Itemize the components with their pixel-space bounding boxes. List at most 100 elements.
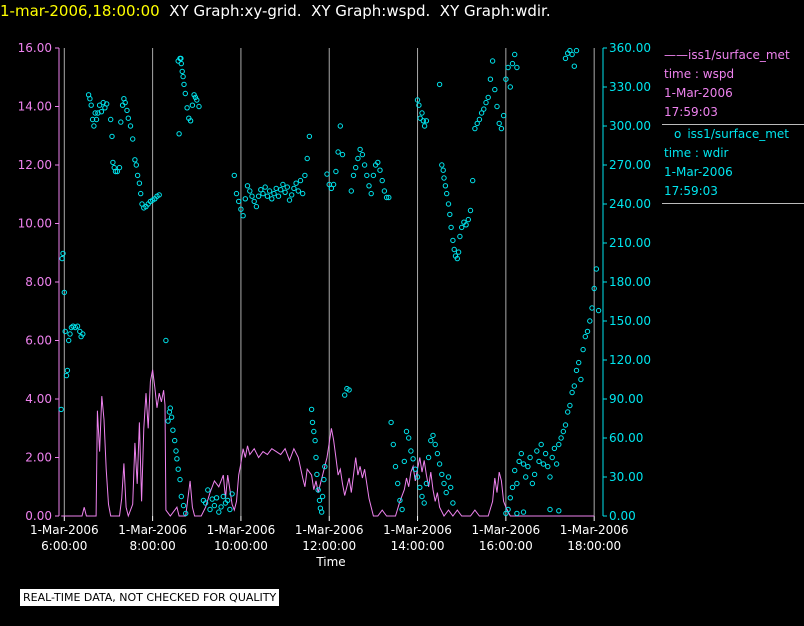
wdir-point bbox=[459, 224, 465, 231]
wdir-point bbox=[379, 177, 385, 184]
wdir-point bbox=[421, 123, 428, 129]
wdir-point bbox=[191, 92, 197, 98]
wdir-point bbox=[178, 55, 184, 62]
wdir-point bbox=[87, 96, 93, 102]
wdir-point bbox=[220, 493, 227, 500]
wdir-point bbox=[364, 172, 370, 179]
wdir-point bbox=[558, 435, 564, 441]
wdir-point bbox=[567, 47, 573, 54]
wdir-point bbox=[485, 94, 491, 101]
wdir-point bbox=[410, 456, 416, 462]
wdir-point bbox=[512, 467, 518, 474]
left-tick-label-4: 8.00 bbox=[25, 275, 52, 289]
wdir-point bbox=[551, 445, 558, 452]
wdir-point bbox=[236, 198, 242, 205]
wdir-point bbox=[136, 180, 143, 186]
wdir-point bbox=[96, 102, 103, 108]
wdir-point bbox=[156, 192, 162, 198]
wdir-point bbox=[454, 255, 460, 262]
wdir-point bbox=[278, 187, 284, 193]
wdir-point bbox=[443, 489, 449, 496]
wdir-point bbox=[293, 180, 299, 186]
wdir-point bbox=[423, 480, 430, 487]
legend-wdir-time: 17:59:03 bbox=[664, 184, 718, 198]
wdir-point bbox=[337, 123, 343, 129]
wdir-point bbox=[399, 506, 405, 513]
wdir-point bbox=[112, 168, 119, 175]
wdir-point bbox=[205, 487, 211, 493]
wdir-point bbox=[569, 389, 575, 396]
wdir-point bbox=[266, 188, 273, 194]
wdir-point bbox=[104, 101, 110, 107]
wdir-point bbox=[434, 450, 441, 457]
legend-wspd-date: 1-Mar-2006 bbox=[664, 86, 733, 100]
wdir-point bbox=[474, 120, 480, 127]
right-tick-label-2: 60.00 bbox=[609, 431, 643, 445]
wdir-point bbox=[445, 201, 452, 207]
wdir-point bbox=[109, 133, 115, 140]
right-tick-label-11: 330.00 bbox=[609, 80, 651, 94]
legend-wspd-time: 17:59:03 bbox=[664, 105, 718, 119]
wdir-point bbox=[319, 509, 325, 515]
wdir-point bbox=[238, 206, 244, 212]
left-tick-label-2: 4.00 bbox=[25, 392, 52, 406]
legend-wdir-date: 1-Mar-2006 bbox=[664, 165, 733, 179]
wdir-point bbox=[231, 172, 238, 179]
wdir-point bbox=[225, 497, 231, 504]
wdir-point bbox=[247, 188, 253, 194]
wdir-point bbox=[416, 102, 422, 108]
x-tick-time-2: 10:00:00 bbox=[214, 539, 268, 553]
wdir-point bbox=[567, 402, 573, 409]
wdir-point bbox=[591, 285, 597, 292]
wdir-point bbox=[175, 466, 181, 472]
wdir-point bbox=[503, 510, 509, 517]
wdir-point bbox=[439, 162, 445, 168]
right-tick-label-7: 210.00 bbox=[609, 236, 651, 250]
wdir-point bbox=[242, 196, 249, 202]
wdir-point bbox=[342, 392, 348, 398]
wdir-point bbox=[408, 448, 414, 454]
wspd-line bbox=[61, 369, 595, 518]
wdir-point bbox=[88, 102, 94, 108]
wdir-point bbox=[450, 237, 456, 244]
wdir-point bbox=[417, 115, 423, 121]
wdir-point bbox=[447, 211, 453, 218]
wdir-point bbox=[505, 64, 511, 71]
wdir-point bbox=[60, 250, 66, 257]
x-tick-time-4: 14:00:00 bbox=[391, 539, 445, 553]
wspd-series bbox=[61, 369, 595, 518]
wdir-point bbox=[321, 476, 327, 483]
wdir-point bbox=[523, 474, 529, 480]
wdir-point bbox=[440, 167, 446, 173]
wdir-point bbox=[216, 509, 222, 515]
wdir-point bbox=[514, 510, 520, 517]
wdir-point bbox=[322, 463, 328, 470]
left-tick-label-3: 6.00 bbox=[25, 334, 52, 348]
wdir-point bbox=[500, 112, 507, 119]
wdir-point bbox=[448, 484, 454, 491]
wdir-point bbox=[244, 183, 251, 189]
left-tick-label-6: 12.00 bbox=[18, 158, 52, 172]
wdir-point bbox=[419, 110, 425, 116]
wdir-point bbox=[487, 76, 494, 82]
wdir-point bbox=[181, 81, 187, 88]
wdir-point bbox=[483, 99, 489, 106]
wdir-point bbox=[366, 183, 372, 189]
wdir-point bbox=[509, 60, 516, 67]
wdir-point bbox=[218, 504, 224, 510]
wdir-point bbox=[138, 190, 144, 197]
wdir-point bbox=[368, 190, 374, 197]
wdir-point bbox=[562, 422, 569, 428]
x-tick-date-1: 1-Mar-2006 bbox=[118, 523, 187, 537]
wdir-point bbox=[271, 190, 277, 197]
wdir-point bbox=[432, 441, 438, 448]
wdir-point bbox=[584, 328, 591, 335]
header-title: XY Graph:xy-grid. XY Graph:wspd. XY Grap… bbox=[159, 2, 551, 20]
legend-item-wspd: ——iss1/surface_met time : wspd 1-Mar-200… bbox=[662, 46, 804, 125]
wdir-point bbox=[383, 194, 390, 201]
header-date: 1-mar-2006,18:00:00 bbox=[0, 2, 160, 20]
wdir-point bbox=[442, 183, 449, 189]
wdir-point bbox=[412, 466, 418, 472]
wdir-point bbox=[406, 435, 412, 441]
wdir-point bbox=[187, 118, 194, 124]
